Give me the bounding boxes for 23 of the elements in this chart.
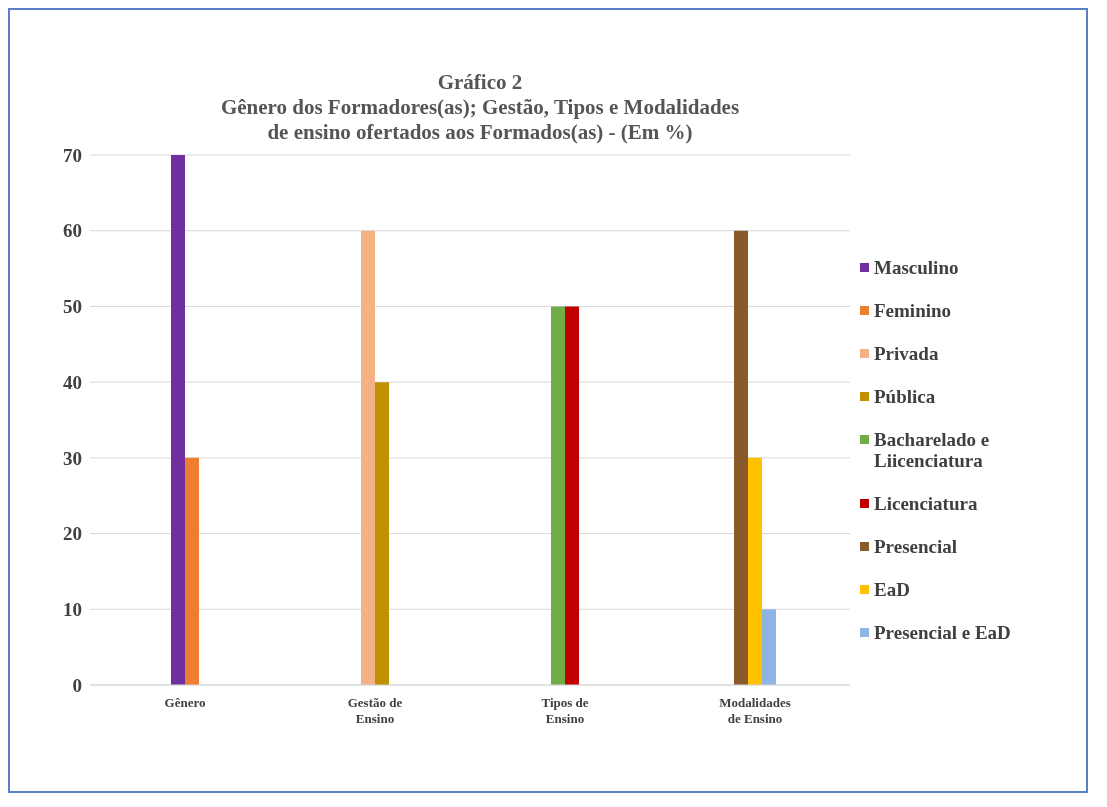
legend-label: Licenciatura [874, 493, 978, 514]
y-tick-label: 30 [63, 447, 82, 469]
y-tick-label: 50 [63, 296, 82, 318]
x-tick-label: Gestão de Ensino [347, 695, 403, 726]
x-tick-label: Gênero [164, 695, 206, 710]
x-tick-label: Modalidades de Ensino [719, 695, 791, 726]
y-tick-label: 40 [63, 371, 82, 393]
y-tick-label: 70 [63, 144, 82, 166]
legend-label: Privada [874, 343, 939, 364]
legend-label: Presencial [874, 536, 958, 557]
chart-subtitle: Gênero dos Formadores(as); Gestão, Tipos e Modalidades de ensino ofertados aos Formados(as) - (Em %) [220, 95, 740, 145]
y-tick-label: 20 [63, 523, 82, 545]
y-tick-label: 10 [63, 599, 82, 621]
legend-label: Presencial e EaD [874, 622, 1011, 643]
chart-title: Gráfico 2 [436, 70, 524, 95]
legend-label: Feminino [874, 300, 952, 321]
x-tick-label: Tipos de Ensino [541, 695, 589, 726]
legend-label: Pública [874, 386, 936, 407]
legend-label: Masculino [874, 257, 959, 278]
y-tick-label: 60 [63, 220, 82, 242]
legend-label: EaD [874, 579, 910, 600]
y-tick-label: 0 [72, 674, 82, 696]
legend-label: Bacharelado e Liicenciatura [874, 429, 991, 471]
